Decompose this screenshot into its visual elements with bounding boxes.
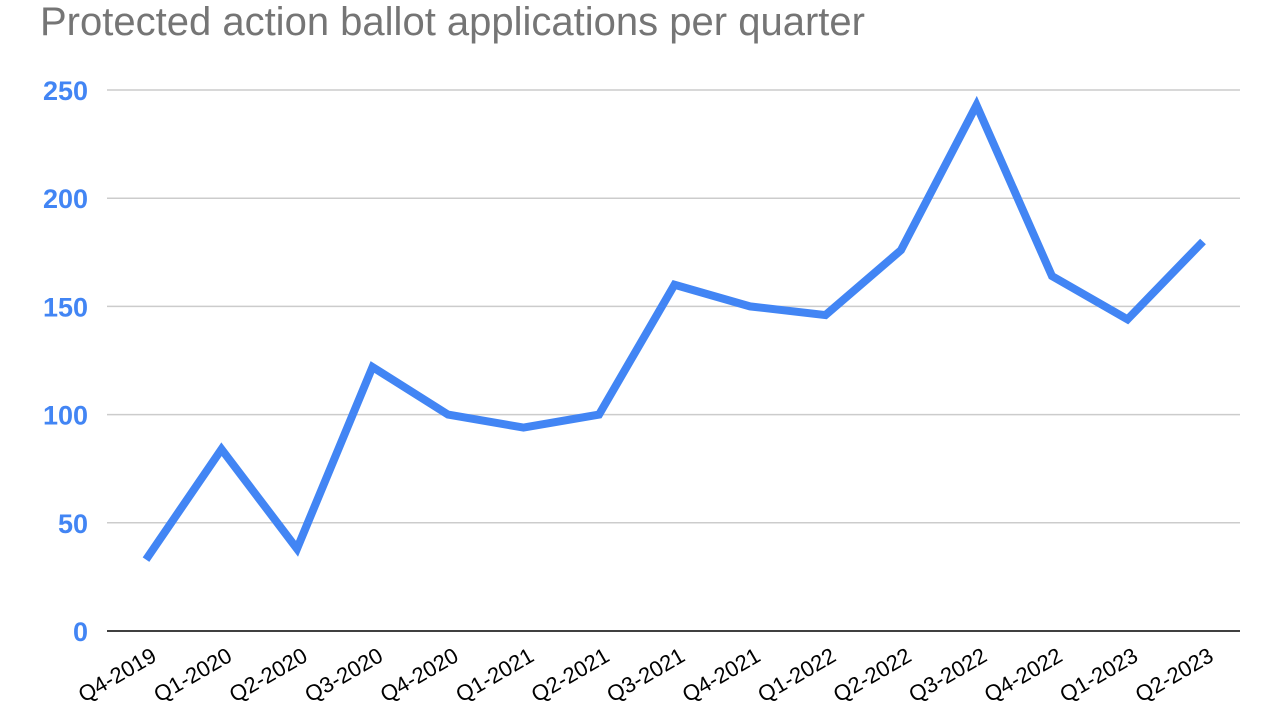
y-tick-label: 100: [43, 401, 88, 431]
y-tick-label: 50: [58, 509, 88, 539]
y-tick-label: 0: [73, 617, 88, 647]
x-tick-label: Q3-2021: [602, 643, 689, 707]
x-tick-label: Q2-2022: [829, 643, 916, 707]
x-tick-label: Q3-2020: [300, 643, 387, 707]
chart-title: Protected action ballot applications per…: [40, 0, 865, 44]
y-axis-ticks: 0 50 100 150 200 250: [43, 76, 88, 647]
x-tick-label: Q3-2022: [904, 643, 991, 707]
x-tick-label: Q4-2019: [74, 643, 161, 707]
x-tick-label: Q4-2022: [980, 643, 1067, 707]
x-axis-ticks: Q4-2019Q1-2020Q2-2020Q3-2020Q4-2020Q1-20…: [74, 643, 1218, 707]
y-tick-label: 150: [43, 292, 88, 322]
x-tick-label: Q1-2020: [149, 643, 236, 707]
x-tick-label: Q1-2021: [451, 643, 538, 707]
x-tick-label: Q2-2021: [527, 643, 614, 707]
gridlines: [107, 89, 1240, 524]
x-tick-label: Q4-2021: [678, 643, 765, 707]
x-tick-label: Q1-2022: [753, 643, 840, 707]
y-tick-label: 200: [43, 184, 88, 214]
y-tick-label: 250: [43, 76, 88, 106]
series-line: [142, 95, 1206, 562]
x-tick-label: Q1-2023: [1055, 643, 1142, 707]
x-tick-label: Q2-2020: [225, 643, 312, 707]
x-tick-label: Q4-2020: [376, 643, 463, 707]
x-tick-label: Q2-2023: [1131, 643, 1218, 707]
